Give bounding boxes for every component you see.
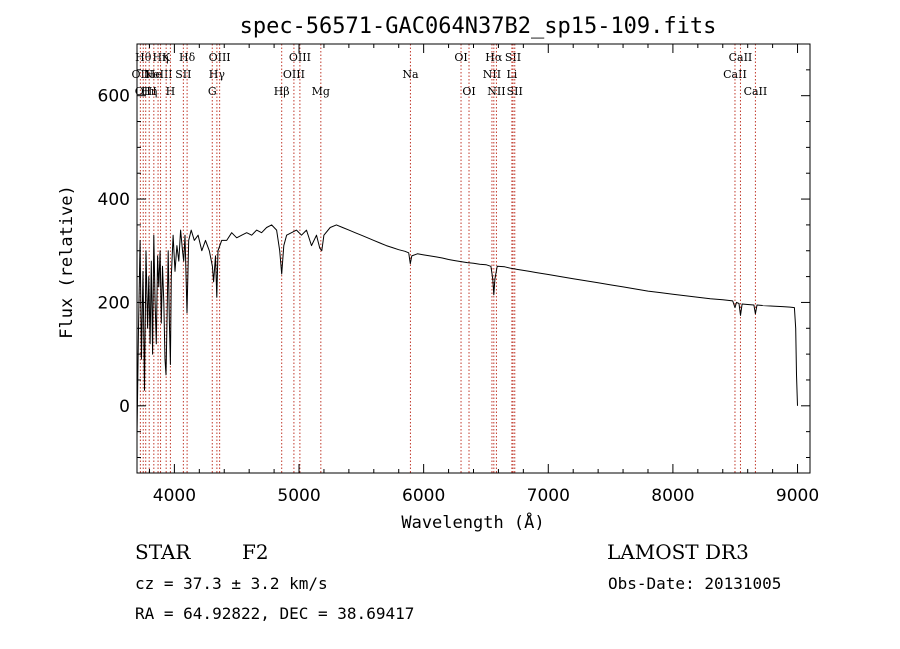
x-tick-label: 4000: [153, 486, 196, 506]
line-marker-label: OIII: [283, 68, 305, 81]
x-tick-label: 8000: [651, 486, 694, 506]
line-marker-label: SII: [175, 68, 191, 81]
line-marker-label: NII: [483, 68, 501, 81]
line-marker-label: K: [162, 51, 171, 64]
line-marker-label: OIII: [135, 85, 157, 98]
coordinates-text: RA = 64.92822, DEC = 38.69417: [135, 604, 415, 623]
x-tick-label: 6000: [402, 486, 445, 506]
line-marker-label: SII: [507, 85, 523, 98]
x-axis-label: Wavelength (Å): [401, 511, 544, 533]
object-class: STAR: [135, 540, 191, 564]
redshift-text: cz = 37.3 ± 3.2 km/s: [135, 574, 328, 593]
line-marker-label: SII: [505, 51, 521, 64]
line-marker-label: Li: [506, 68, 517, 81]
object-subclass: F2: [242, 540, 269, 564]
line-marker-label: Hθ: [135, 51, 152, 64]
line-marker-label: Hγ: [209, 68, 226, 81]
line-marker-label: CaII: [744, 85, 768, 98]
line-marker-label: He: [146, 68, 162, 81]
line-marker-label: Hη: [141, 85, 157, 98]
plot-frame: [136, 43, 811, 474]
line-marker-label: OIII: [209, 51, 231, 64]
line-marker-label: Hβ: [274, 85, 290, 98]
line-marker-label: Hη: [152, 51, 168, 64]
line-marker-label: NII: [487, 85, 505, 98]
line-marker-label: CaII: [723, 68, 747, 81]
line-marker-label: Mg: [312, 85, 330, 98]
y-axis-ticks: 0 200 400 600: [98, 43, 810, 458]
line-marker-label: OIII: [289, 51, 311, 64]
line-marker-label: OI: [454, 51, 467, 64]
emission-line-markers: OIIHθOIIIHηHeNeIIIHηKHSIIHδGHγOIIIHβOIII…: [132, 44, 768, 473]
line-marker-label: Hδ: [179, 51, 196, 64]
line-marker-label: H: [166, 85, 176, 98]
x-tick-label: 9000: [776, 486, 819, 506]
x-tick-label: 7000: [527, 486, 570, 506]
spectrum-line: [136, 224, 798, 437]
line-marker-label: Hα: [485, 51, 503, 64]
x-axis-ticks: 4000 5000 6000 7000 8000 9000: [148, 44, 819, 506]
y-tick-label: 0: [119, 397, 130, 417]
y-axis-label: Flux (relative): [57, 185, 77, 339]
survey-name: LAMOST DR3: [607, 540, 749, 564]
line-marker-label: Na: [402, 68, 419, 81]
obs-date-text: Obs-Date: 20131005: [608, 574, 782, 593]
y-tick-label: 600: [98, 87, 130, 107]
y-tick-label: 200: [98, 293, 130, 313]
y-tick-label: 400: [98, 190, 130, 210]
line-marker-label: OII: [132, 68, 150, 81]
line-marker-label: G: [208, 85, 217, 98]
spectrum-chart: spec-56571-GAC064N37B2_sp15-109.fits OII…: [57, 14, 819, 533]
x-tick-label: 5000: [277, 486, 320, 506]
line-marker-label: OI: [462, 85, 475, 98]
line-marker-label: CaII: [729, 51, 753, 64]
line-marker-label: NeIII: [143, 68, 172, 81]
spectrum-series: [136, 224, 798, 437]
chart-title: spec-56571-GAC064N37B2_sp15-109.fits: [240, 14, 717, 39]
